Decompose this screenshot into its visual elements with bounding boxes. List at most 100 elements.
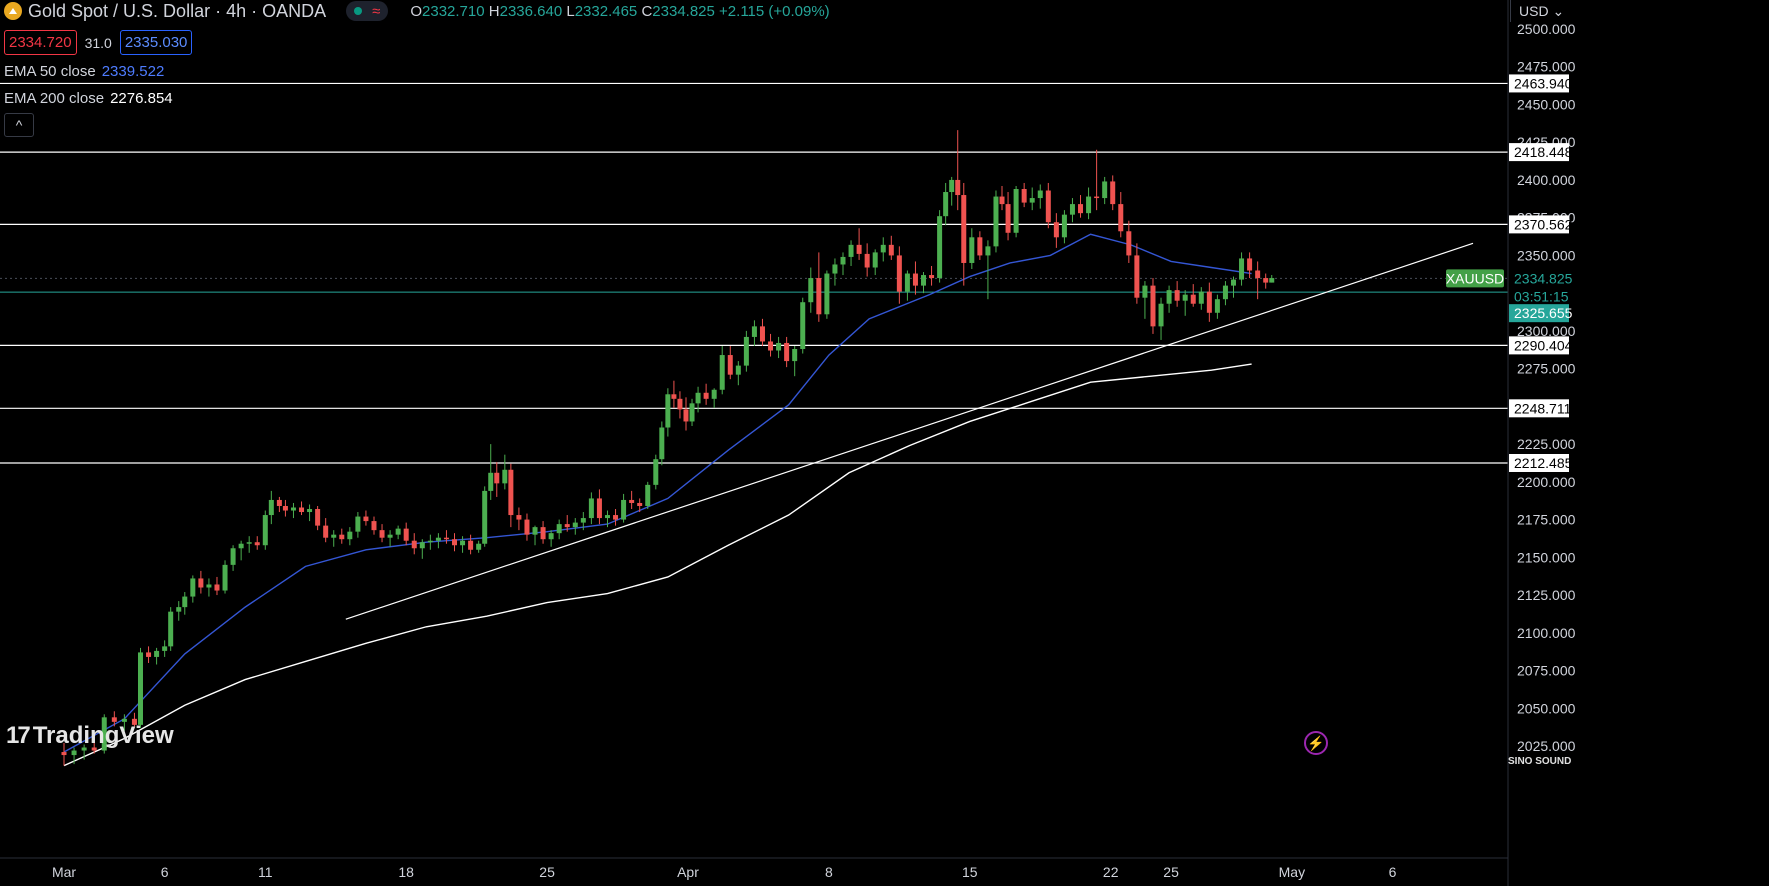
- candle-down: [411, 533, 417, 555]
- candle-up: [1269, 275, 1275, 283]
- candle-up: [943, 182, 949, 226]
- price-tick-label: 2450.000: [1517, 96, 1576, 112]
- candle-down: [452, 533, 458, 552]
- candle-down: [146, 646, 152, 663]
- candle-down: [768, 333, 774, 357]
- candle-down: [1078, 195, 1084, 218]
- candle-down: [816, 252, 822, 322]
- price-axis-labels: 2463.940 2418.448 2370.562 2290.404 2248.711…: [1446, 74, 1573, 472]
- candle-up: [751, 320, 757, 346]
- countdown-text: 03:51:15: [1514, 288, 1569, 304]
- candle-up: [719, 345, 725, 395]
- candle-up: [985, 240, 991, 300]
- time-tick-label: Mar: [52, 864, 76, 880]
- price-tick-label: 2075.000: [1517, 663, 1576, 679]
- candle-down: [540, 521, 546, 544]
- candle-body: [689, 403, 695, 422]
- candle-up: [182, 592, 188, 615]
- collapse-legend-button[interactable]: ^: [4, 113, 34, 137]
- candle-down: [494, 462, 500, 497]
- candle-body: [548, 533, 554, 540]
- candle-body: [1158, 303, 1164, 327]
- lightning-icon[interactable]: ⚡: [1304, 731, 1328, 755]
- currency-selector[interactable]: USD ⌄: [1510, 0, 1569, 22]
- candle-body: [1045, 190, 1051, 223]
- close-value: 2334.825: [652, 2, 715, 20]
- candle-body: [1021, 189, 1027, 203]
- candle-up: [776, 336, 782, 359]
- candle-body: [1053, 222, 1059, 238]
- candle-body: [403, 528, 409, 541]
- ema200-legend[interactable]: EMA 200 close 2276.854: [4, 90, 173, 107]
- candle-down: [323, 518, 329, 543]
- candle-down: [198, 570, 204, 594]
- candle-up: [1158, 297, 1164, 340]
- candle-down: [596, 489, 602, 525]
- candle-body: [677, 398, 683, 410]
- wave-icon: ≈: [372, 2, 381, 20]
- price-tick-label: 2150.000: [1517, 549, 1576, 565]
- candle-body: [355, 516, 361, 532]
- candle-up: [604, 510, 610, 528]
- candle-up: [162, 640, 168, 657]
- candle-up: [1198, 287, 1204, 310]
- candle-body: [1269, 278, 1275, 283]
- candle-down: [299, 501, 305, 516]
- candle-down: [516, 507, 522, 531]
- price-tick-label: 2175.000: [1517, 512, 1576, 528]
- candle-down: [1110, 175, 1116, 211]
- candle-body: [588, 498, 594, 519]
- candle-body: [182, 596, 188, 608]
- level-price-tag: [1509, 143, 1569, 162]
- tradingview-wordmark: TradingView: [32, 722, 174, 749]
- candle-up: [808, 267, 814, 313]
- candle-body: [703, 392, 709, 399]
- price-axis: 2025.000 2050.000 2075.000 2100.000 2125.000…: [1517, 21, 1576, 754]
- candle-up: [137, 647, 143, 728]
- ema200-value: 2276.854: [110, 90, 173, 107]
- high-value: 2336.640: [499, 2, 563, 20]
- candle-up: [460, 536, 466, 553]
- candle-up: [993, 190, 999, 253]
- candle-body: [1263, 278, 1269, 283]
- candle-up: [1029, 187, 1035, 211]
- sino-sound-watermark: SINO SOUND: [1508, 756, 1572, 767]
- candle-body: [848, 244, 854, 257]
- candle-up: [1013, 185, 1019, 238]
- candle-down: [613, 509, 619, 526]
- candle-up: [872, 249, 878, 276]
- symbol-title[interactable]: Gold Spot / U.S. Dollar · 4h · OANDA: [28, 0, 327, 21]
- candle-down: [1174, 281, 1180, 307]
- candle-up: [81, 744, 87, 760]
- candle-body: [1061, 214, 1067, 238]
- level-price-tag: [1509, 399, 1569, 418]
- candle-body: [238, 543, 244, 549]
- candle-up: [502, 454, 508, 490]
- candle-body: [435, 537, 441, 541]
- candle-up: [307, 504, 313, 522]
- candle-down: [1126, 220, 1132, 263]
- candle-up: [1182, 290, 1188, 316]
- candle-up: [659, 421, 665, 466]
- time-tick-label: 11: [258, 864, 273, 880]
- time-tick-label: 25: [539, 864, 555, 880]
- sell-button[interactable]: 2334.720: [4, 30, 77, 55]
- market-open-dot-icon: [354, 7, 363, 15]
- level-price-text: 2290.404: [1514, 337, 1573, 353]
- buy-button[interactable]: 2335.030: [119, 30, 193, 55]
- candle-body: [1142, 285, 1148, 298]
- candle-down: [759, 318, 765, 346]
- candle-down: [1045, 182, 1051, 229]
- tradingview-logo[interactable]: 17 TradingView: [6, 722, 174, 750]
- level-price-tag: [1509, 453, 1569, 472]
- candle-up: [238, 540, 244, 561]
- market-status[interactable]: ≈: [346, 1, 389, 21]
- candle-up: [588, 492, 594, 525]
- ema50-legend[interactable]: EMA 50 close 2339.522: [4, 63, 164, 80]
- candle-body: [276, 499, 282, 506]
- candle-up: [580, 512, 586, 531]
- candle-body: [896, 255, 902, 292]
- candle-body: [91, 747, 97, 751]
- candle-body: [206, 584, 212, 588]
